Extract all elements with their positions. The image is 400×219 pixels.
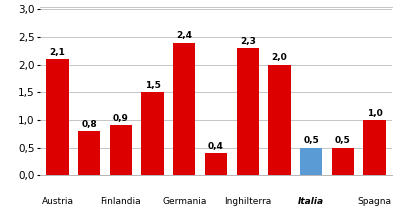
Bar (205, 153, 227, 175)
Bar (332, 148, 354, 175)
Text: Finlandia: Finlandia (100, 197, 141, 206)
Text: 1,5: 1,5 (145, 81, 160, 90)
Text: Germania: Germania (162, 197, 206, 206)
Bar (46, 59, 68, 175)
Bar (268, 65, 290, 175)
Text: Italia: Italia (298, 197, 324, 206)
Text: Inghilterra: Inghilterra (224, 197, 271, 206)
Bar (142, 92, 164, 175)
Bar (364, 120, 386, 175)
Bar (237, 48, 259, 175)
Text: 2,3: 2,3 (240, 37, 256, 46)
Text: 0,5: 0,5 (335, 136, 351, 145)
Text: 0,5: 0,5 (303, 136, 319, 145)
Text: 2,4: 2,4 (176, 31, 192, 40)
Bar (300, 148, 322, 175)
Text: Austria: Austria (42, 197, 74, 206)
Bar (110, 125, 132, 175)
Text: 0,8: 0,8 (81, 120, 97, 129)
Text: 1,0: 1,0 (367, 109, 382, 118)
Text: 0,9: 0,9 (113, 114, 129, 123)
Text: 2,1: 2,1 (50, 48, 65, 57)
Bar (78, 131, 100, 175)
Text: Spagna: Spagna (358, 197, 392, 206)
Text: 2,0: 2,0 (272, 53, 287, 62)
Bar (173, 42, 195, 175)
Text: 0,4: 0,4 (208, 142, 224, 151)
